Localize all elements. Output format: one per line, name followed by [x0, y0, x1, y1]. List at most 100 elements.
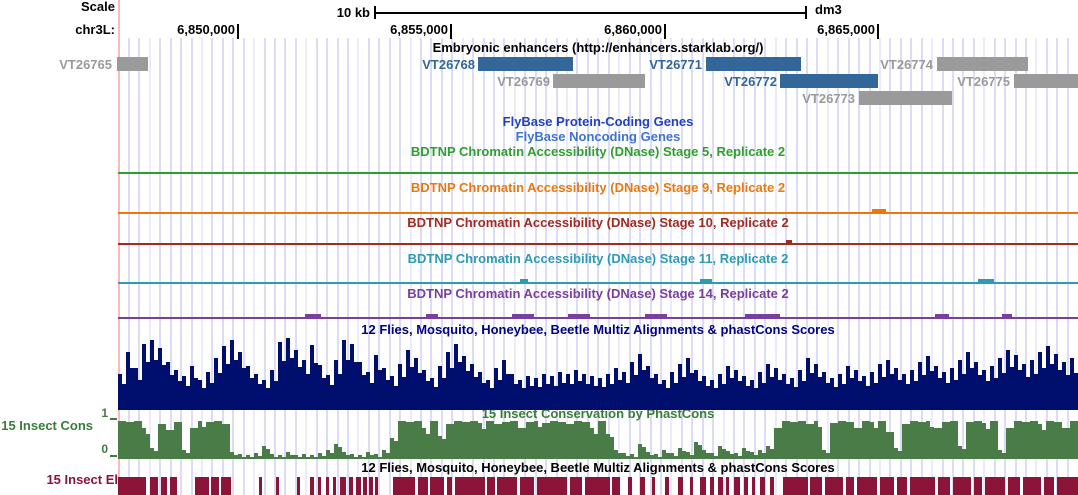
conserved-element[interactable] [430, 477, 444, 495]
conserved-element[interactable] [752, 477, 755, 495]
conserved-element[interactable] [276, 477, 279, 495]
histogram-bar [906, 424, 910, 458]
conserved-element[interactable] [910, 477, 935, 495]
conserved-element[interactable] [487, 477, 495, 495]
histogram-bar [422, 428, 426, 458]
conserved-element[interactable] [585, 477, 610, 495]
conserved-element[interactable] [760, 477, 765, 495]
track-title[interactable]: 12 Flies, Mosquito, Honeybee, Beetle Mul… [361, 322, 835, 337]
enhancer-track-title[interactable]: Embryonic enhancers (http://enhancers.st… [432, 40, 764, 55]
conserved-element[interactable] [455, 477, 485, 495]
conserved-element[interactable] [497, 477, 517, 495]
conserved-element[interactable] [221, 477, 231, 495]
conserved-element[interactable] [118, 477, 146, 495]
conserved-element[interactable] [326, 477, 329, 495]
conserved-element[interactable] [150, 477, 158, 495]
conserved-element[interactable] [161, 477, 167, 495]
conserved-element[interactable] [690, 477, 693, 495]
conserved-element[interactable] [259, 477, 262, 495]
conserved-element[interactable] [974, 477, 982, 495]
conserved-element[interactable] [857, 477, 877, 495]
conserved-element[interactable] [195, 477, 209, 495]
conserved-element[interactable] [211, 477, 219, 495]
conserved-element[interactable] [310, 477, 314, 495]
enhancer-box-VT26773[interactable] [859, 91, 952, 105]
conserved-element[interactable] [1057, 477, 1078, 495]
conserved-element[interactable] [628, 477, 632, 495]
gridline [420, 38, 423, 495]
histogram-bar [758, 450, 762, 458]
enhancer-label-VT26765[interactable]: VT26765 [59, 57, 112, 72]
conserved-element[interactable] [938, 477, 950, 495]
conserved-element[interactable] [985, 477, 1005, 495]
track-title[interactable]: BDTNP Chromatin Accessibility (DNase) St… [407, 215, 789, 230]
enhancer-box-VT26772[interactable] [780, 74, 878, 88]
enhancer-box-VT26765[interactable] [117, 57, 148, 71]
conserved-element[interactable] [349, 477, 353, 495]
conserved-element[interactable] [520, 477, 534, 495]
histogram-bar [646, 366, 650, 410]
conserved-element[interactable] [700, 477, 706, 495]
conserved-element[interactable] [770, 477, 774, 495]
conserved-element[interactable] [846, 477, 854, 495]
conserved-element[interactable] [880, 477, 894, 495]
conserved-element[interactable] [726, 477, 729, 495]
histogram-bar [162, 365, 166, 410]
track-title[interactable]: 12 Flies, Mosquito, Honeybee, Beetle Mul… [361, 460, 835, 475]
conserved-element[interactable] [825, 477, 843, 495]
enhancer-box-VT26768[interactable] [478, 57, 573, 71]
conserved-element[interactable] [447, 477, 452, 495]
conserved-element[interactable] [897, 477, 907, 495]
enhancer-box-VT26774[interactable] [937, 57, 1028, 71]
track-title[interactable]: BDTNP Chromatin Accessibility (DNase) St… [410, 144, 786, 159]
conserved-element[interactable] [369, 477, 373, 495]
enhancer-box-VT26775[interactable] [1014, 74, 1078, 88]
conserved-element[interactable] [297, 477, 300, 495]
conserved-element[interactable] [734, 477, 740, 495]
conserved-element[interactable] [744, 477, 748, 495]
conserved-element[interactable] [678, 477, 683, 495]
conserved-element[interactable] [1023, 477, 1041, 495]
conserved-element[interactable] [570, 477, 582, 495]
track-title[interactable]: BDTNP Chromatin Accessibility (DNase) St… [407, 286, 789, 301]
conserved-element[interactable] [810, 477, 822, 495]
conserved-element[interactable] [318, 477, 321, 495]
enhancer-box-VT26769[interactable] [553, 74, 645, 88]
enhancer-label-VT26772[interactable]: VT26772 [724, 74, 777, 89]
track-title[interactable]: BDTNP Chromatin Accessibility (DNase) St… [410, 180, 786, 195]
track-title[interactable]: FlyBase Noncoding Genes [515, 129, 681, 144]
conserved-element[interactable] [652, 477, 655, 495]
track-title[interactable]: BDTNP Chromatin Accessibility (DNase) St… [407, 251, 789, 266]
conserved-element[interactable] [393, 477, 415, 495]
histogram-bar [238, 352, 242, 410]
conserved-element[interactable] [1008, 477, 1020, 495]
conserved-element[interactable] [710, 477, 714, 495]
histogram-bar [1018, 421, 1022, 458]
enhancer-label-VT26773[interactable]: VT26773 [802, 91, 855, 106]
enhancer-label-VT26774[interactable]: VT26774 [880, 57, 933, 72]
conserved-element[interactable] [783, 477, 808, 495]
conserved-element[interactable] [333, 477, 336, 495]
conserved-element[interactable] [170, 477, 177, 495]
conserved-element[interactable] [363, 477, 367, 495]
enhancer-box-VT26771[interactable] [706, 57, 801, 71]
conserved-element[interactable] [953, 477, 971, 495]
conserved-element[interactable] [612, 477, 620, 495]
conserved-element[interactable] [1044, 477, 1054, 495]
conserved-element[interactable] [418, 477, 428, 495]
conserved-element[interactable] [665, 477, 669, 495]
enhancer-label-VT26768[interactable]: VT26768 [422, 57, 475, 72]
conserved-element[interactable] [640, 477, 645, 495]
track-title[interactable]: 15 Insect Conservation by PhastCons [481, 406, 715, 421]
histogram-bar [910, 370, 914, 410]
conserved-element[interactable] [718, 477, 723, 495]
histogram-bar [966, 352, 970, 410]
track-title[interactable]: FlyBase Protein-Coding Genes [502, 114, 694, 129]
conserved-element[interactable] [356, 477, 361, 495]
enhancer-label-VT26769[interactable]: VT26769 [497, 74, 550, 89]
conserved-element[interactable] [537, 477, 567, 495]
enhancer-label-VT26771[interactable]: VT26771 [649, 57, 702, 72]
conserved-element[interactable] [340, 477, 346, 495]
enhancer-label-VT26775[interactable]: VT26775 [957, 74, 1010, 89]
conserved-element[interactable] [375, 477, 378, 495]
